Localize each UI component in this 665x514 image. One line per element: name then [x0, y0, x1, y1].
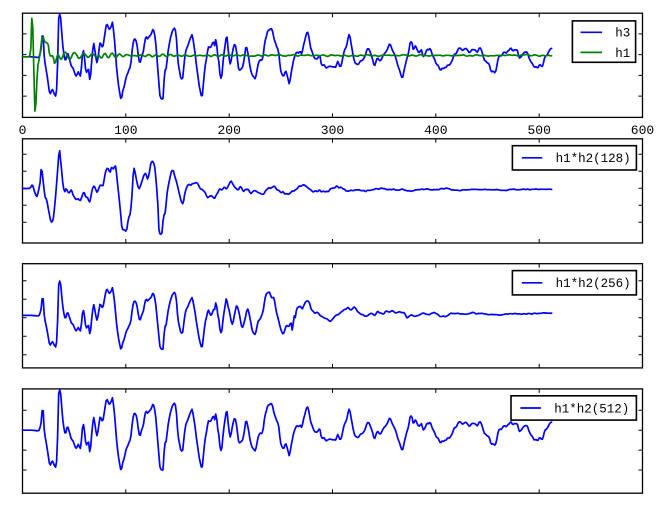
svg-text:600: 600: [631, 123, 654, 138]
svg-text:h1*h2(128): h1*h2(128): [556, 152, 631, 166]
svg-text:h1*h2(512): h1*h2(512): [554, 402, 629, 416]
svg-text:h3: h3: [615, 27, 630, 41]
svg-text:500: 500: [527, 123, 550, 138]
svg-text:400: 400: [424, 123, 447, 138]
svg-text:h1*h2(256): h1*h2(256): [556, 277, 631, 291]
svg-text:200: 200: [217, 123, 240, 138]
svg-text:h1: h1: [615, 47, 630, 61]
svg-text:0: 0: [19, 123, 27, 138]
svg-text:300: 300: [321, 123, 344, 138]
svg-text:100: 100: [114, 123, 137, 138]
